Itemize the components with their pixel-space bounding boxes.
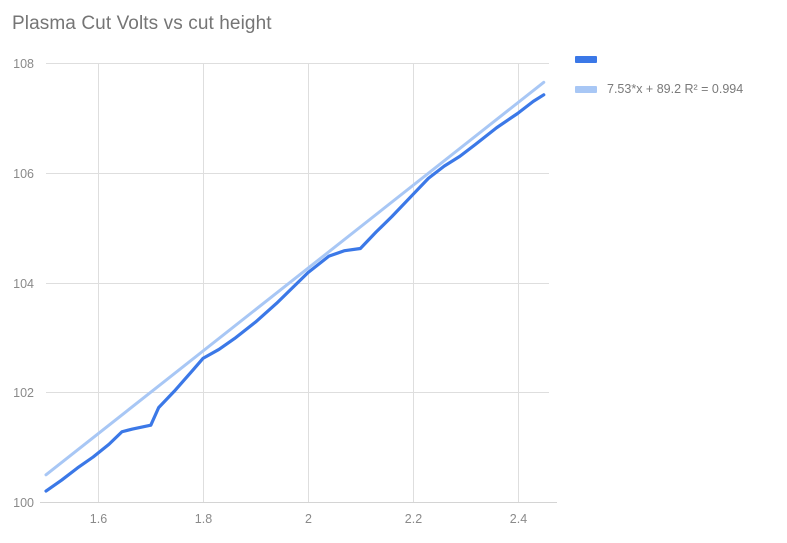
legend-entry-series[interactable] [575,44,785,74]
y-axis-tick-label: 106 [13,167,34,181]
chart-title: Plasma Cut Volts vs cut height [12,13,272,34]
y-axis-tick-label: 102 [13,386,34,400]
trendline-path [44,80,546,477]
legend: 7.53*x + 89.2 R² = 0.994 [575,44,785,104]
x-axis-tick-label: 2.4 [510,512,527,526]
legend-swatch-series-icon [575,55,597,63]
legend-label-trendline: 7.53*x + 89.2 R² = 0.994 [607,81,744,96]
x-axis-tick-labels: 1.6 1.8 2 2.2 2.4 [90,512,527,526]
x-axis-tick-label: 1.6 [90,512,107,526]
y-axis-tick-label: 100 [13,496,34,510]
legend-entry-trendline[interactable]: 7.53*x + 89.2 R² = 0.994 [575,74,785,104]
x-axis-tick-label: 2 [305,512,312,526]
gridlines-group [40,63,557,503]
data-series-line [44,93,546,493]
x-axis-tick-label: 1.8 [195,512,212,526]
x-axis-tick-label: 2.2 [405,512,422,526]
series-group [44,80,546,493]
legend-swatch-trendline-icon [575,85,597,93]
y-axis-tick-label: 104 [13,277,34,291]
y-axis-tick-labels: 100 102 104 106 108 [13,57,34,510]
y-axis-tick-label: 108 [13,57,34,71]
